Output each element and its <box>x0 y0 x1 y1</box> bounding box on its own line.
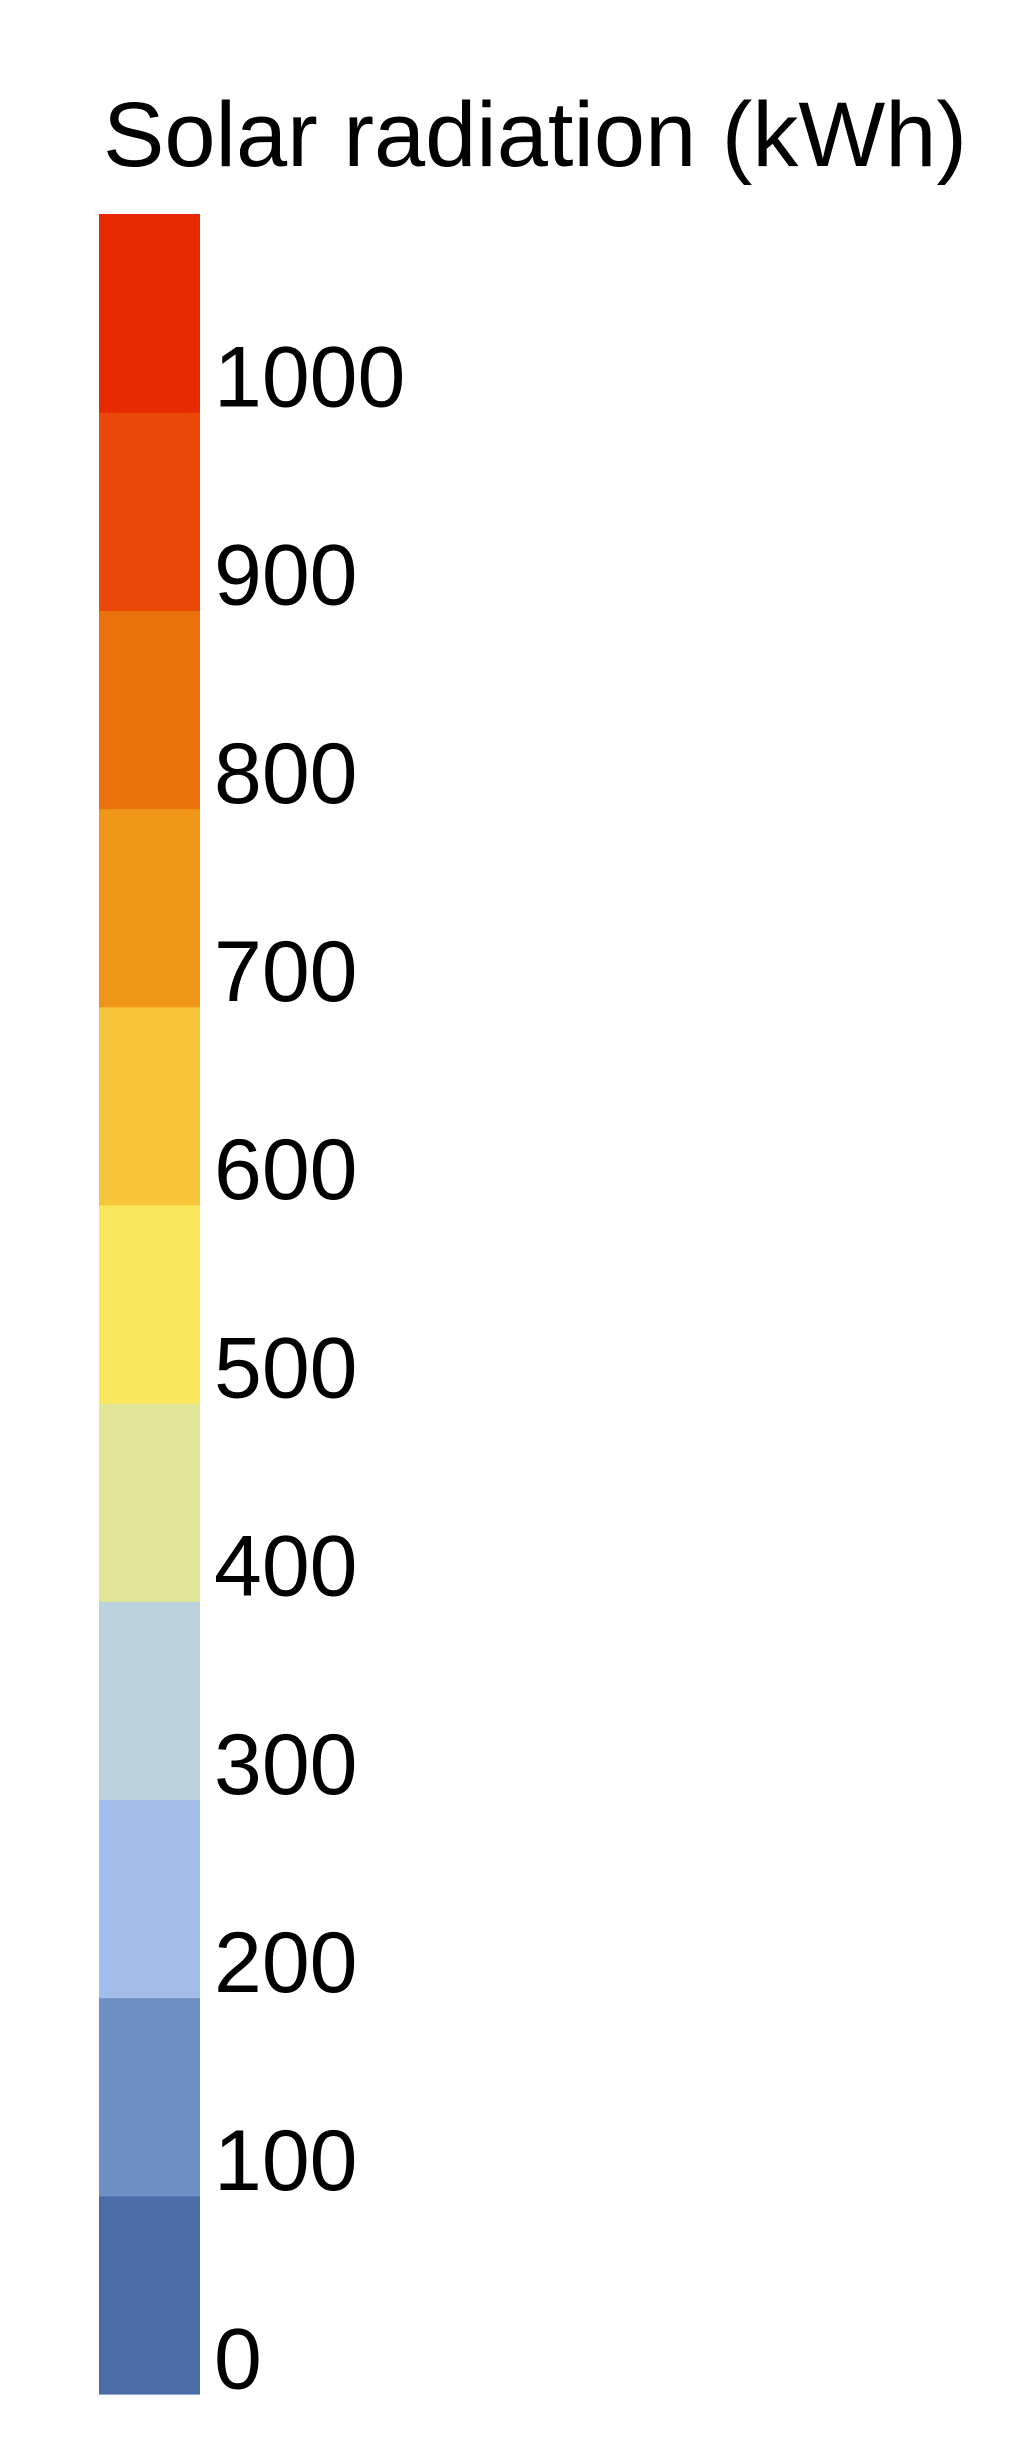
colorbar-bin-100-200 <box>99 1997 200 2197</box>
tick-label-200: 200 <box>214 1915 358 2011</box>
tick-label-1000: 1000 <box>214 330 405 426</box>
tick-label-600: 600 <box>214 1122 358 1218</box>
tick-label-500: 500 <box>214 1320 358 1416</box>
colorbar-bin-700-800 <box>99 808 200 1008</box>
colorbar-bin-400-500 <box>99 1403 200 1602</box>
tick-label-900: 900 <box>214 528 358 624</box>
colorbar-bin-300-400 <box>99 1601 200 1801</box>
colorbar-bin-500-600 <box>99 1204 200 1404</box>
colorbar-bin-200-300 <box>99 1799 200 1999</box>
colorbar-bin-1000-1100 <box>99 214 200 413</box>
tick-label-700: 700 <box>214 924 358 1020</box>
colorbar-bin-900-1000 <box>99 412 200 611</box>
legend-title: Solar radiation (kWh) <box>103 84 968 186</box>
colorbar-bin-0-100 <box>99 2195 200 2395</box>
colorbar-bin-800-900 <box>99 610 200 810</box>
colorbar-bin-600-700 <box>99 1006 200 1206</box>
tick-label-0: 0 <box>214 2311 262 2407</box>
tick-label-400: 400 <box>214 1519 358 1615</box>
tick-label-300: 300 <box>214 1717 358 1813</box>
tick-label-100: 100 <box>214 2113 358 2209</box>
tick-label-800: 800 <box>214 726 358 822</box>
